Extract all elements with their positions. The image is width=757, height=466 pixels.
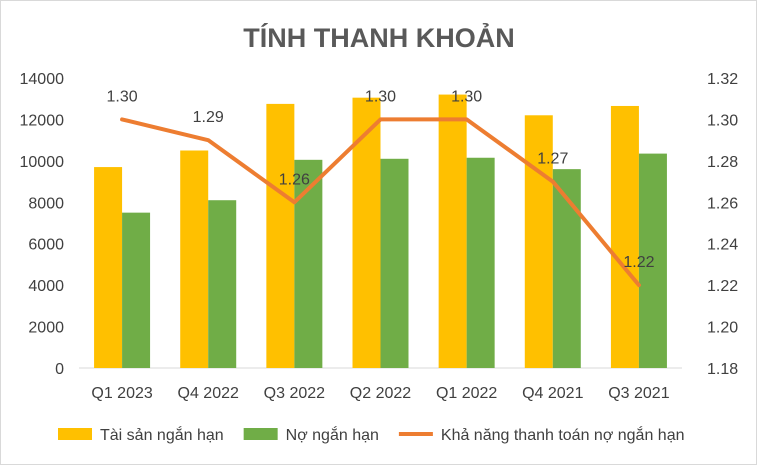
- bar-no-ngan-han: [122, 213, 150, 368]
- y-left-tick-label: 6000: [28, 237, 64, 254]
- y-right-tick-label: 1.30: [707, 112, 738, 129]
- y-right-tick-label: 1.24: [707, 237, 738, 254]
- legend: Tài sản ngắn hạn Nợ ngắn hạn Khả năng than…: [58, 425, 684, 444]
- x-tick-label: Q3 2021: [608, 385, 669, 402]
- left-axis: 0 2000 4000 6000 8000 10000 12000 14000: [20, 71, 65, 378]
- x-tick-label: Q2 2022: [350, 385, 411, 402]
- bar-tai-san-ngan-han: [266, 104, 294, 368]
- y-left-tick-label: 4000: [28, 278, 64, 295]
- y-right-tick-label: 1.22: [707, 278, 738, 295]
- legend-swatch: [244, 428, 278, 440]
- y-right-tick-label: 1.32: [707, 71, 738, 88]
- x-tick-label: Q4 2022: [178, 385, 239, 402]
- y-right-tick-label: 1.26: [707, 195, 738, 212]
- legend-label: Khả năng thanh toán nợ ngắn hạn: [441, 425, 685, 444]
- x-tick-label: Q1 2022: [436, 385, 497, 402]
- data-label: 1.30: [451, 88, 482, 105]
- bar-tai-san-ngan-han: [353, 98, 381, 368]
- data-label: 1.30: [365, 88, 396, 105]
- bar-no-ngan-han: [381, 159, 409, 368]
- data-label: 1.30: [107, 88, 138, 105]
- y-left-tick-label: 8000: [28, 195, 64, 212]
- bar-tai-san-ngan-han: [439, 95, 467, 368]
- x-tick-label: Q1 2023: [91, 385, 152, 402]
- bar-tai-san-ngan-han: [180, 151, 208, 369]
- legend-swatch: [58, 428, 92, 440]
- legend-label: Tài sản ngắn hạn: [100, 425, 224, 444]
- bar-no-ngan-han: [208, 200, 236, 368]
- y-left-tick-label: 10000: [20, 154, 65, 171]
- legend-label: Nợ ngắn hạn: [286, 425, 379, 444]
- data-label: 1.29: [193, 109, 224, 126]
- y-right-tick-label: 1.20: [707, 320, 738, 337]
- y-left-tick-label: 0: [55, 361, 64, 378]
- x-tick-label: Q4 2021: [522, 385, 583, 402]
- right-axis: 1.18 1.20 1.22 1.24 1.26 1.28 1.30 1.32: [707, 71, 738, 378]
- bar-no-ngan-han: [467, 158, 495, 368]
- bars-group: [94, 95, 667, 368]
- chart-title: TÍNH THANH KHOẢN: [243, 21, 514, 53]
- y-right-tick-label: 1.18: [707, 361, 738, 378]
- y-left-tick-label: 2000: [28, 320, 64, 337]
- data-label: 1.27: [537, 151, 568, 168]
- bar-tai-san-ngan-han: [611, 106, 639, 368]
- x-axis-labels: Q1 2023 Q4 2022 Q3 2022 Q2 2022 Q1 2022 Q4 20…: [91, 385, 669, 402]
- y-left-tick-label: 12000: [20, 112, 65, 129]
- x-tick-label: Q3 2022: [264, 385, 325, 402]
- y-left-tick-label: 14000: [20, 71, 65, 88]
- y-right-tick-label: 1.28: [707, 154, 738, 171]
- data-label: 1.22: [623, 254, 654, 271]
- data-label: 1.26: [279, 171, 310, 188]
- bar-tai-san-ngan-han: [94, 167, 122, 368]
